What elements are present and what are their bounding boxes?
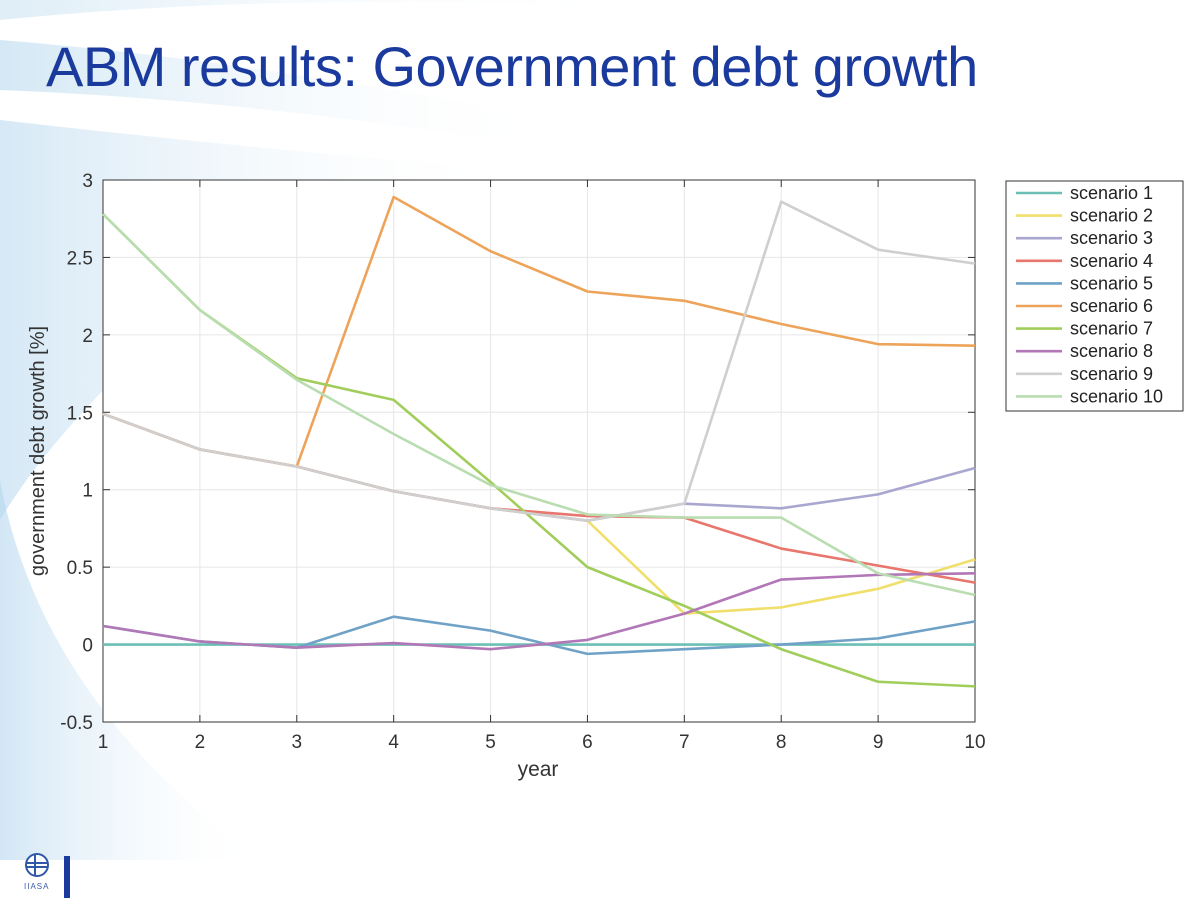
x-tick-label: 3 bbox=[291, 732, 302, 753]
x-tick-label: 10 bbox=[964, 732, 985, 753]
y-tick-label: -0.5 bbox=[60, 713, 93, 734]
x-tick-label: 9 bbox=[873, 732, 884, 753]
legend-label: scenario 3 bbox=[1070, 228, 1153, 248]
y-tick-label: 0.5 bbox=[67, 558, 93, 579]
iiasa-logo-icon bbox=[25, 853, 49, 877]
axes-box bbox=[102, 179, 976, 723]
legend-label: scenario 8 bbox=[1070, 341, 1153, 361]
y-axis-label: government debt growth [%] bbox=[27, 326, 49, 576]
x-tick-label: 6 bbox=[582, 732, 593, 753]
y-tick-label: 2.5 bbox=[67, 248, 93, 269]
y-tick-label: 1.5 bbox=[67, 403, 93, 424]
logo-text: IIASA bbox=[24, 882, 50, 891]
legend-label: scenario 5 bbox=[1070, 273, 1153, 293]
x-tick-label: 2 bbox=[195, 732, 206, 753]
y-tick-label: 0 bbox=[82, 636, 93, 657]
x-tick-label: 8 bbox=[776, 732, 787, 753]
legend-label: scenario 6 bbox=[1070, 296, 1153, 316]
x-axis-label: year bbox=[518, 758, 559, 781]
y-tick-label: 3 bbox=[82, 171, 93, 192]
legend-label: scenario 9 bbox=[1070, 364, 1153, 384]
x-tick-label: 4 bbox=[388, 732, 399, 753]
legend-label: scenario 4 bbox=[1070, 251, 1153, 271]
series-layer bbox=[102, 195, 976, 688]
series-line-scenario-9 bbox=[102, 200, 976, 522]
logo-bar bbox=[64, 856, 70, 898]
series-line-scenario-10 bbox=[102, 213, 976, 597]
y-tick-label: 2 bbox=[82, 326, 93, 347]
legend-label: scenario 1 bbox=[1070, 183, 1153, 203]
legend-label: scenario 2 bbox=[1070, 206, 1153, 226]
x-tick-label: 5 bbox=[485, 732, 496, 753]
slide-title: ABM results: Government debt growth bbox=[46, 35, 978, 98]
x-tick-label: 1 bbox=[98, 732, 109, 753]
axes-layer: 1 2 3 4 5 6 7 8 9 10 -0.5 0 0.5 1 1.5 2 2.5 3 bbox=[60, 171, 985, 753]
series-line-scenario-8 bbox=[102, 572, 976, 651]
x-tick-label: 7 bbox=[679, 732, 690, 753]
y-tick-label: 1 bbox=[82, 481, 93, 502]
legend-label: scenario 7 bbox=[1070, 319, 1153, 339]
legend-label: scenario 10 bbox=[1070, 386, 1163, 406]
